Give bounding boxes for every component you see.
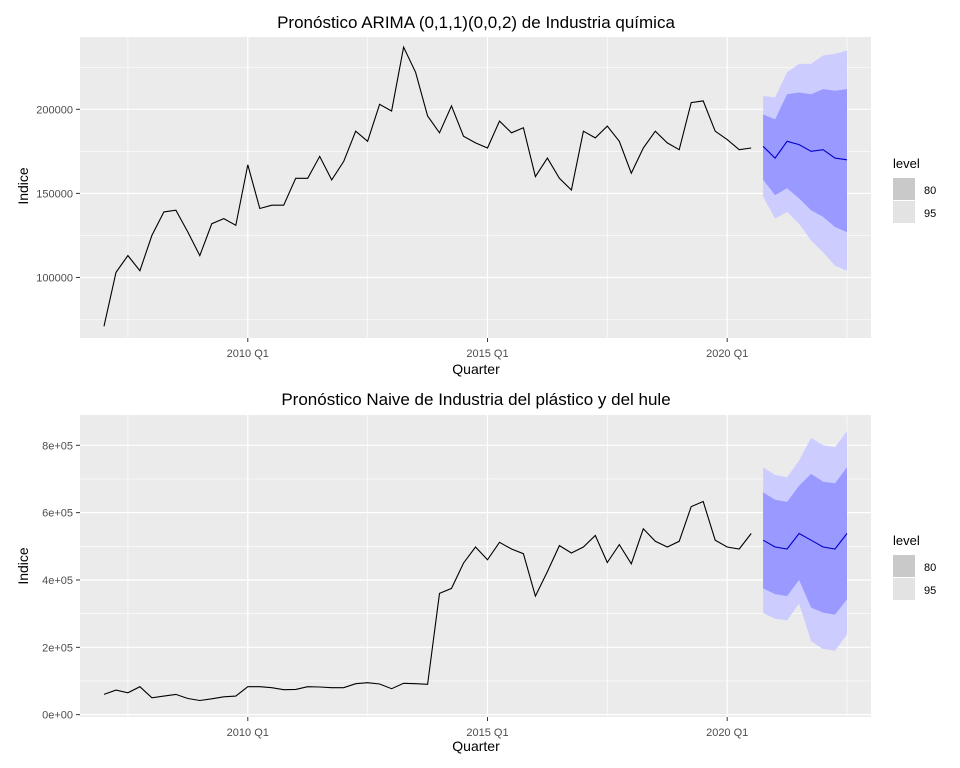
chart-title: Pronóstico ARIMA (0,1,1)(0,0,2) de Indus… — [277, 13, 675, 32]
legend-label-95: 95 — [924, 585, 936, 597]
x-tick-label: 2010 Q1 — [227, 727, 269, 739]
y-tick-label: 100000 — [36, 272, 73, 284]
y-tick-label: 4e+05 — [42, 575, 73, 587]
chart-panel-chemical: Pronóstico ARIMA (0,1,1)(0,0,2) de Indus… — [15, 13, 936, 377]
legend-label-95: 95 — [924, 208, 936, 220]
legend-swatch-95 — [893, 201, 915, 223]
y-tick-label: 0e+00 — [42, 710, 73, 722]
forecast-band-80 — [763, 89, 847, 233]
legend-label-80: 80 — [924, 562, 936, 574]
legend-swatch-80 — [893, 555, 915, 577]
forecast-bands — [763, 50, 847, 271]
x-tick-label: 2020 Q1 — [706, 727, 748, 739]
x-axis-ticks: 2010 Q1 2015 Q1 2020 Q1 — [227, 338, 748, 360]
chart-panel-plastic: Pronóstico Naive de Industria del plásti… — [15, 390, 936, 754]
y-axis-ticks: 100000 150000 200000 — [36, 104, 80, 284]
legend-swatch-95 — [893, 578, 915, 600]
x-axis-title: Quarter — [452, 361, 500, 377]
x-tick-label: 2020 Q1 — [706, 348, 748, 360]
history-line — [103, 45, 752, 327]
legend: level 80 95 — [893, 533, 936, 600]
legend-title: level — [893, 156, 920, 171]
grid-lines — [80, 37, 871, 338]
series-lines — [103, 500, 848, 702]
legend-swatch-80 — [893, 178, 915, 200]
forecast-bands — [763, 431, 847, 651]
plot-background — [80, 37, 871, 338]
legend-title: level — [893, 533, 920, 548]
y-axis-ticks: 0e+00 2e+05 4e+05 6e+05 8e+05 — [42, 440, 80, 722]
y-axis-title: Indice — [15, 547, 31, 585]
y-axis-title: Indice — [15, 167, 31, 205]
chart-title: Pronóstico Naive de Industria del plásti… — [281, 390, 670, 409]
y-tick-label: 8e+05 — [42, 440, 73, 452]
x-tick-label: 2015 Q1 — [466, 727, 508, 739]
plot-background — [80, 415, 871, 717]
x-tick-label: 2015 Q1 — [466, 348, 508, 360]
x-tick-label: 2010 Q1 — [227, 348, 269, 360]
series-lines — [103, 45, 848, 327]
y-tick-label: 2e+05 — [42, 642, 73, 654]
forecast-mean-line — [762, 532, 848, 550]
x-axis-title: Quarter — [452, 738, 500, 754]
forecast-band-80 — [763, 467, 847, 615]
grid-lines — [80, 415, 871, 717]
y-tick-label: 6e+05 — [42, 508, 73, 520]
y-tick-label: 150000 — [36, 188, 73, 200]
x-axis-ticks: 2010 Q1 2015 Q1 2020 Q1 — [227, 717, 748, 739]
legend-label-80: 80 — [924, 185, 936, 197]
y-tick-label: 200000 — [36, 104, 73, 116]
legend: level 80 95 — [893, 156, 936, 223]
forecast-mean-line — [762, 140, 848, 161]
history-line — [103, 500, 752, 702]
